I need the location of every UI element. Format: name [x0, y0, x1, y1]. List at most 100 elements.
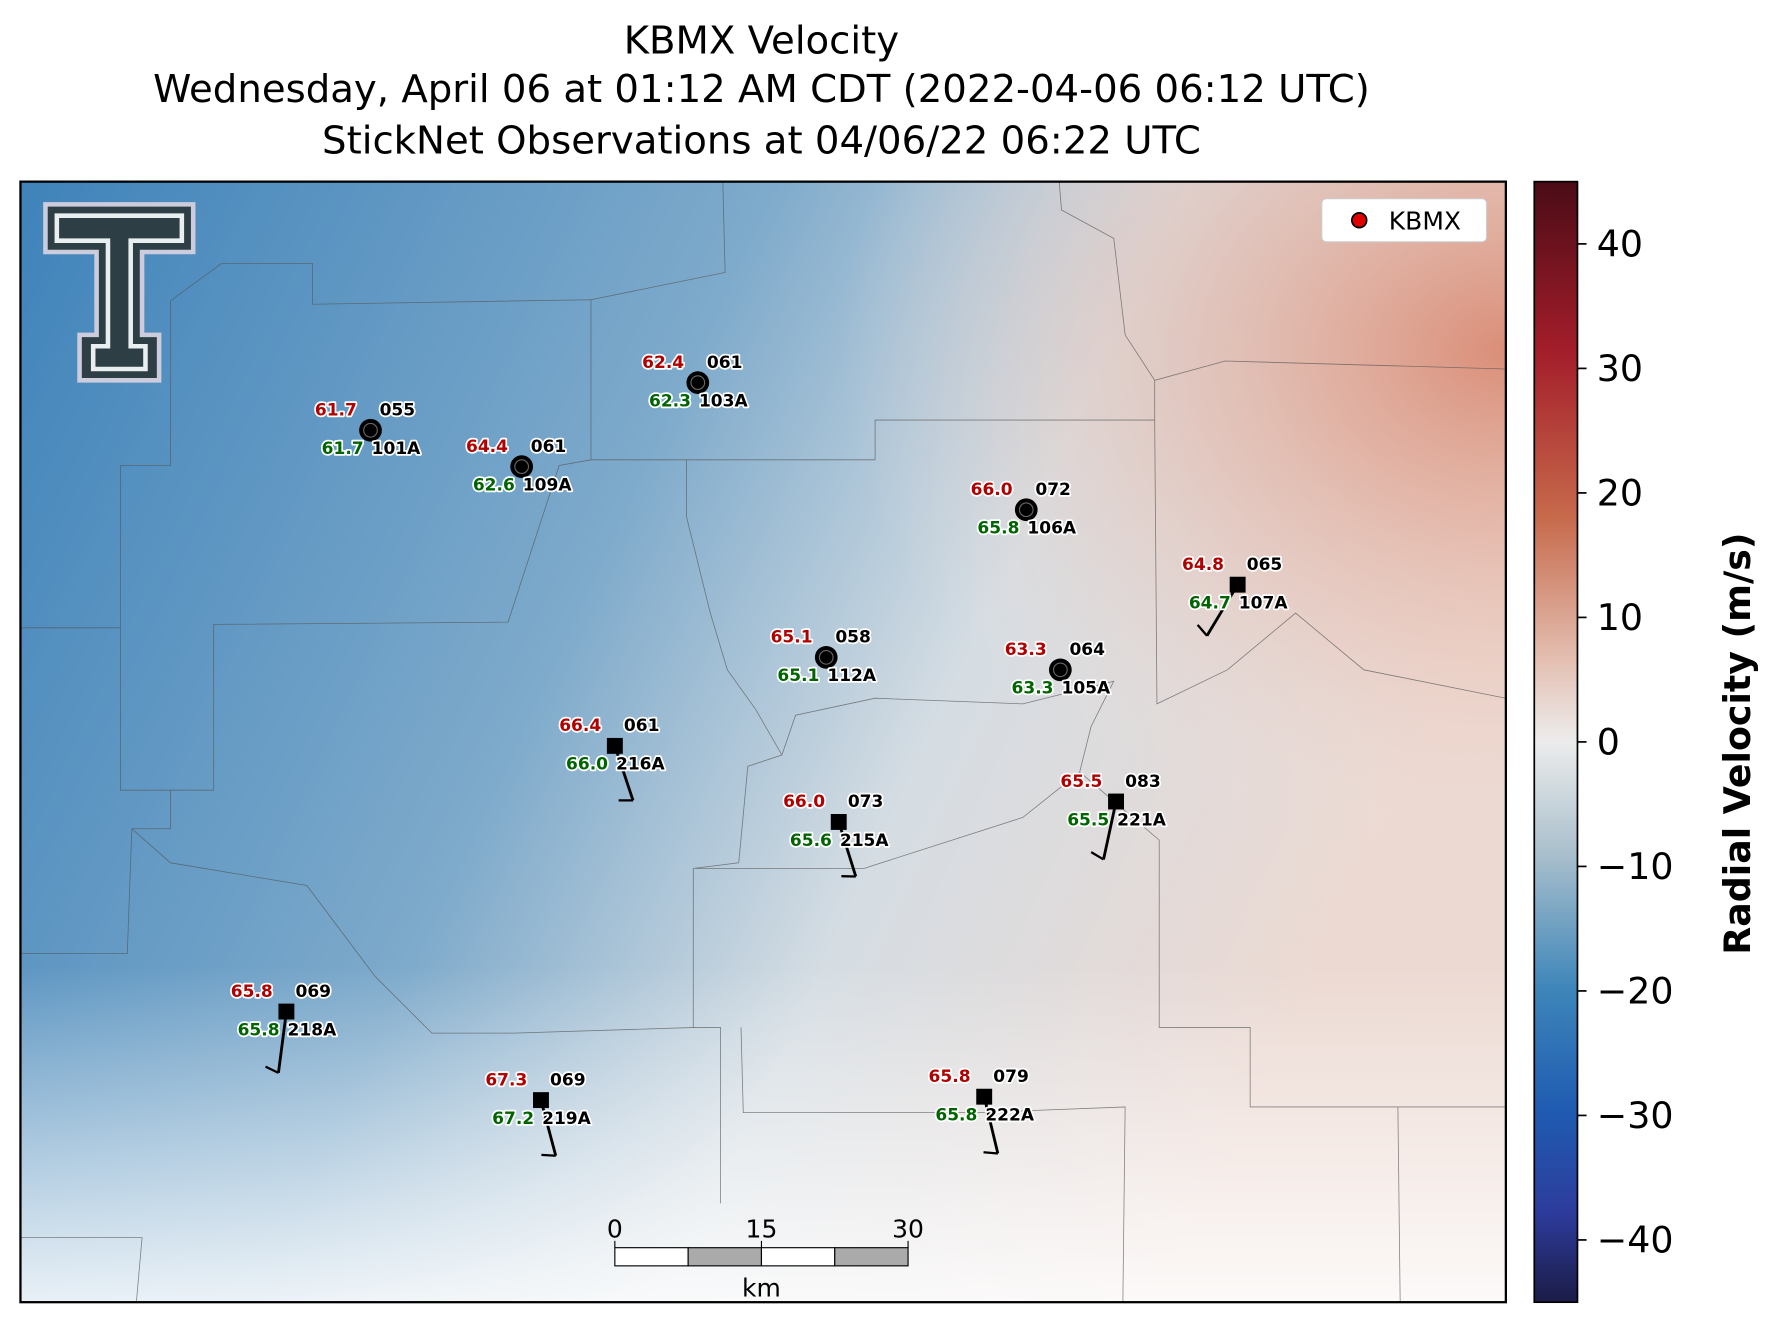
- temperature: 66.4: [559, 716, 601, 736]
- colorbar-tick-label: 20: [1597, 471, 1643, 514]
- logo: [43, 202, 196, 383]
- station-id: 219A: [542, 1109, 592, 1129]
- dewpoint: 65.8: [977, 519, 1019, 539]
- wind-barb: [277, 1011, 288, 1074]
- radar-edge: [20, 181, 1506, 1303]
- station: 62.4 061 62.3 103A: [640, 351, 750, 413]
- temperature: 64.4: [466, 437, 508, 457]
- station-marker: [1108, 793, 1124, 810]
- pressure: 079: [993, 1067, 1029, 1087]
- map-frame: [19, 180, 1507, 1304]
- temperature: 66.0: [971, 480, 1013, 500]
- wind-barb-flag: [265, 1065, 279, 1074]
- wind-barb-flag: [983, 1151, 998, 1155]
- temperature: 67.3: [485, 1070, 527, 1090]
- station-id: 109A: [523, 475, 573, 495]
- wind-barb-flag: [541, 1153, 556, 1157]
- pressure: 065: [1247, 555, 1283, 575]
- station-marker: [606, 737, 623, 754]
- station: 66.0 073 65.6 215A: [781, 791, 891, 878]
- dewpoint: 65.6: [790, 831, 832, 851]
- scale-tick-label: 0: [607, 1214, 623, 1243]
- temperature: 65.1: [771, 628, 813, 648]
- colorbar-tick-label: 40: [1597, 222, 1643, 265]
- pressure: 069: [295, 982, 331, 1002]
- dewpoint: 63.3: [1012, 679, 1054, 699]
- pressure: 061: [624, 716, 660, 736]
- pressure: 058: [835, 628, 871, 648]
- scale-bar: km 0 15 30: [607, 1214, 924, 1302]
- colorbar-tick-label: −30: [1597, 1094, 1674, 1137]
- station-id: 106A: [1027, 519, 1077, 539]
- station: 65.5 083 65.5 221A: [1059, 770, 1168, 861]
- temperature: 65.5: [1060, 772, 1102, 792]
- pressure: 073: [848, 792, 884, 812]
- colorbar: [1533, 180, 1579, 1304]
- station-marker: [1014, 498, 1038, 522]
- temperature: 65.8: [929, 1067, 971, 1087]
- station: 61.7 055 61.7 101A: [313, 399, 423, 461]
- station: 64.4 061 62.6 109A: [464, 435, 574, 497]
- dewpoint: 65.8: [238, 1020, 280, 1040]
- colorbar-ticks: −40 −30 −20 −10 0 10 20 30 40: [1577, 222, 1673, 1261]
- colorbar-tick-label: −10: [1597, 845, 1674, 888]
- calm-ring: [818, 649, 834, 665]
- pressure: 072: [1035, 480, 1071, 500]
- legend-box: [1321, 198, 1488, 243]
- scale-tick-label: 15: [746, 1214, 778, 1243]
- station-id: 112A: [827, 666, 877, 686]
- legend-label: KBMX: [1389, 206, 1461, 235]
- colorbar-tick-label: 10: [1597, 596, 1643, 639]
- wind-barb: [539, 1099, 558, 1157]
- calm-ring: [690, 375, 706, 390]
- dewpoint: 67.2: [492, 1109, 534, 1129]
- title: StickNet Observations at 04/06/22 06:22 …: [322, 118, 1201, 163]
- station-marker: [533, 1092, 549, 1109]
- station-id: 101A: [372, 439, 422, 459]
- station-marker: [510, 455, 534, 478]
- dewpoint: 64.7: [1189, 594, 1231, 614]
- title: KBMX Velocity: [624, 18, 899, 63]
- temperature: 64.8: [1182, 555, 1224, 575]
- temperature: 62.4: [642, 353, 684, 373]
- station-id: 216A: [616, 755, 666, 775]
- title: Wednesday, April 06 at 01:12 AM CDT (202…: [153, 67, 1370, 112]
- dewpoint: 65.5: [1067, 810, 1109, 830]
- scale-unit: km: [742, 1274, 781, 1303]
- wind-barb: [613, 745, 635, 801]
- station: 64.8 065 64.7 107A: [1180, 553, 1290, 637]
- calm-ring: [514, 459, 530, 474]
- pressure: 083: [1125, 772, 1161, 792]
- wind-barb-flag: [1196, 624, 1208, 637]
- colorbar-tick-label: −20: [1597, 969, 1674, 1012]
- station-marker: [830, 814, 847, 830]
- station-marker: [686, 371, 710, 394]
- pressure: 061: [531, 437, 567, 457]
- station: 66.4 061 66.0 216A: [557, 714, 667, 802]
- station: 65.8 069 65.8 218A: [229, 980, 339, 1074]
- station-marker: [976, 1088, 993, 1105]
- pressure: 061: [707, 353, 743, 373]
- dewpoint: 65.8: [935, 1106, 977, 1126]
- colorbar-label: Radial Velocity (m/s): [1716, 533, 1759, 955]
- pressure: 069: [550, 1070, 586, 1090]
- temperature: 63.3: [1005, 640, 1047, 660]
- station-marker: [359, 418, 382, 442]
- wind-barb: [1205, 583, 1239, 637]
- station: 65.1 058 65.1 112A: [769, 626, 879, 688]
- station: 67.3 069 67.2 219A: [484, 1069, 593, 1157]
- dewpoint: 62.6: [473, 475, 515, 495]
- county-lines: [20, 181, 1506, 1303]
- dewpoint: 65.1: [777, 666, 819, 686]
- colorbar-tick-label: 30: [1597, 347, 1643, 390]
- station-id: 105A: [1061, 679, 1111, 699]
- station-marker: [814, 645, 838, 669]
- wind-barb: [982, 1096, 1000, 1154]
- scale-segment: [760, 1247, 836, 1267]
- pressure: 055: [380, 401, 416, 421]
- station: 63.3 064 63.3 105A: [1003, 638, 1113, 700]
- scale-tick-label: 30: [892, 1214, 924, 1243]
- station-marker: [278, 1003, 295, 1020]
